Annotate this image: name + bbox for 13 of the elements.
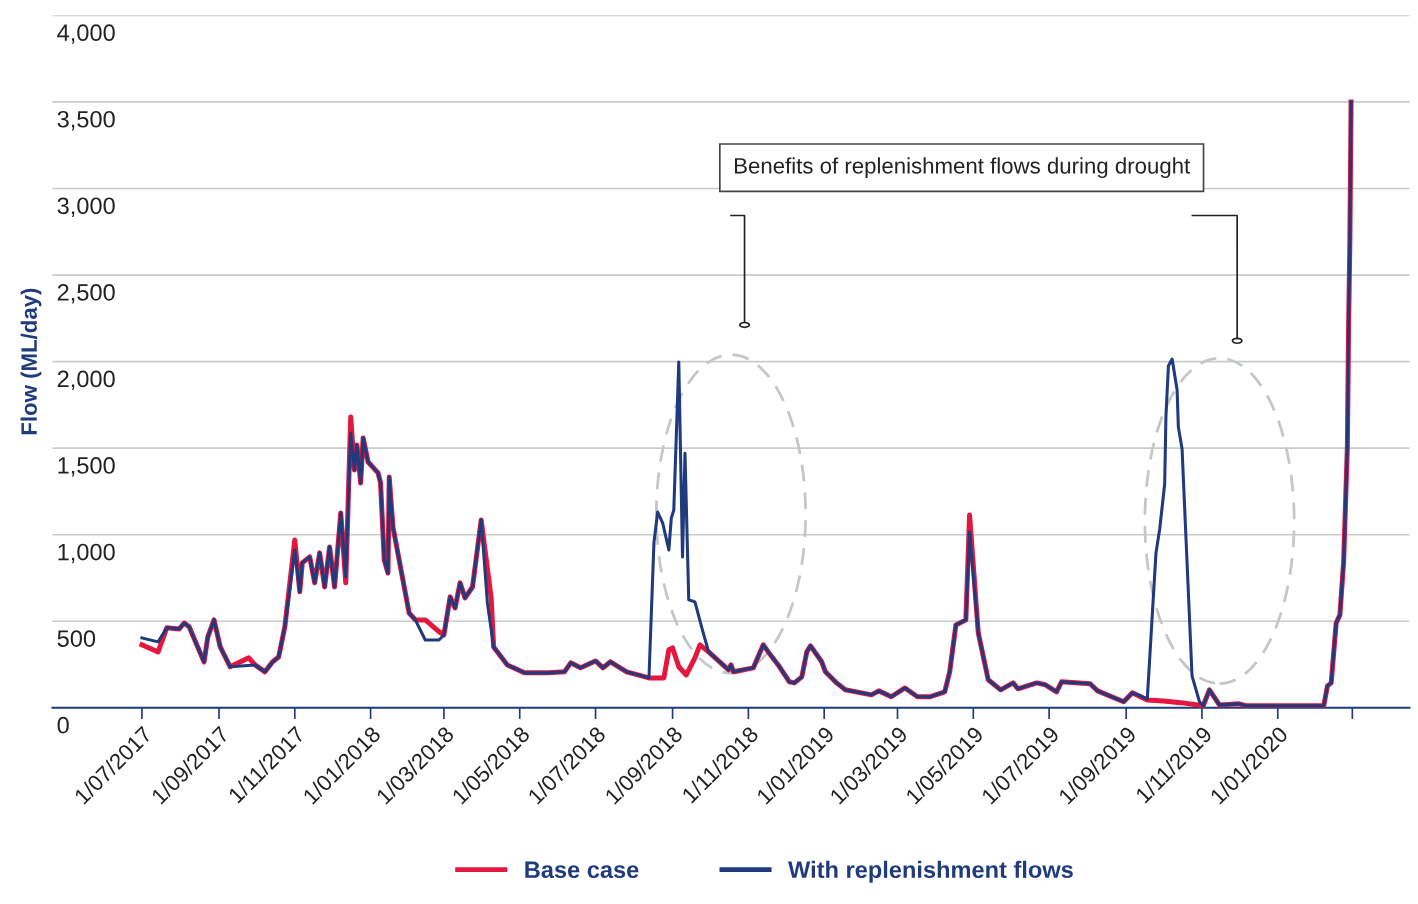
y-tick-label: 2,000 <box>57 370 115 391</box>
y-tick-label: 3,500 <box>57 110 115 131</box>
y-tick-label: 0 <box>57 716 69 734</box>
y-axis-title: Flow (ML/day) <box>20 288 42 435</box>
annotation: Benefits of replenishment flows during drought <box>734 157 1191 179</box>
legend-label: Base case <box>525 861 639 879</box>
y-tick-label: 2,500 <box>57 284 115 304</box>
y-tick-label: 3,000 <box>57 197 115 217</box>
y-tick-label: 500 <box>57 630 96 647</box>
y-tick-label: 1,000 <box>58 543 115 564</box>
legend-label: With replenishment flows <box>788 860 1073 883</box>
y-tick-label: 4,000 <box>57 24 115 44</box>
y-tick-label: 1,500 <box>58 457 115 477</box>
